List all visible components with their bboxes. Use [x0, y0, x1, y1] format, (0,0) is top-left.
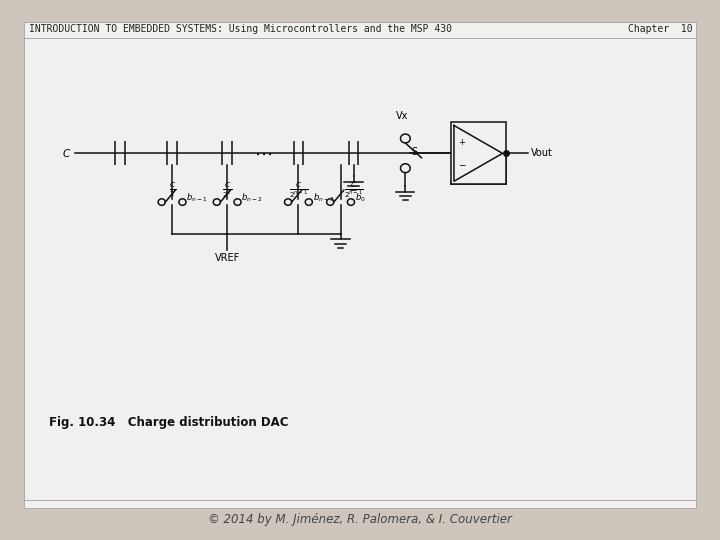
Text: INTRODUCTION TO EMBEDDED SYSTEMS: Using Microcontrollers and the MSP 430: INTRODUCTION TO EMBEDDED SYSTEMS: Using … — [29, 24, 452, 34]
Text: $\frac{C}{2^{n-1}}$: $\frac{C}{2^{n-1}}$ — [289, 180, 308, 200]
Text: $b_0$: $b_0$ — [355, 191, 366, 204]
Text: $\cdots$: $\cdots$ — [254, 144, 271, 163]
Text: Chapter  10: Chapter 10 — [628, 24, 693, 34]
Text: Fig. 10.34   Charge distribution DAC: Fig. 10.34 Charge distribution DAC — [49, 416, 289, 429]
Text: © 2014 by M. Jiménez, R. Palomera, & I. Couvertier: © 2014 by M. Jiménez, R. Palomera, & I. … — [208, 513, 512, 526]
Text: $b_{n-1}$: $b_{n-1}$ — [186, 191, 207, 204]
Text: $\frac{C}{2^{n-1}}$: $\frac{C}{2^{n-1}}$ — [343, 180, 364, 200]
Text: $b_{n-2}$: $b_{n-2}$ — [241, 191, 263, 204]
Text: $b_{n-3}$: $b_{n-3}$ — [312, 191, 334, 204]
Text: $-$: $-$ — [459, 159, 467, 168]
Text: S: S — [412, 146, 418, 157]
Text: $C$: $C$ — [62, 147, 71, 159]
Bar — [451, 123, 505, 184]
Text: $\frac{C}{2^2}$: $\frac{C}{2^2}$ — [222, 180, 233, 200]
Text: Vout: Vout — [531, 148, 552, 158]
Text: VREF: VREF — [215, 253, 240, 262]
Text: +: + — [459, 138, 465, 147]
Text: $\frac{C}{2}$: $\frac{C}{2}$ — [168, 180, 176, 199]
Text: Vx: Vx — [396, 111, 408, 120]
